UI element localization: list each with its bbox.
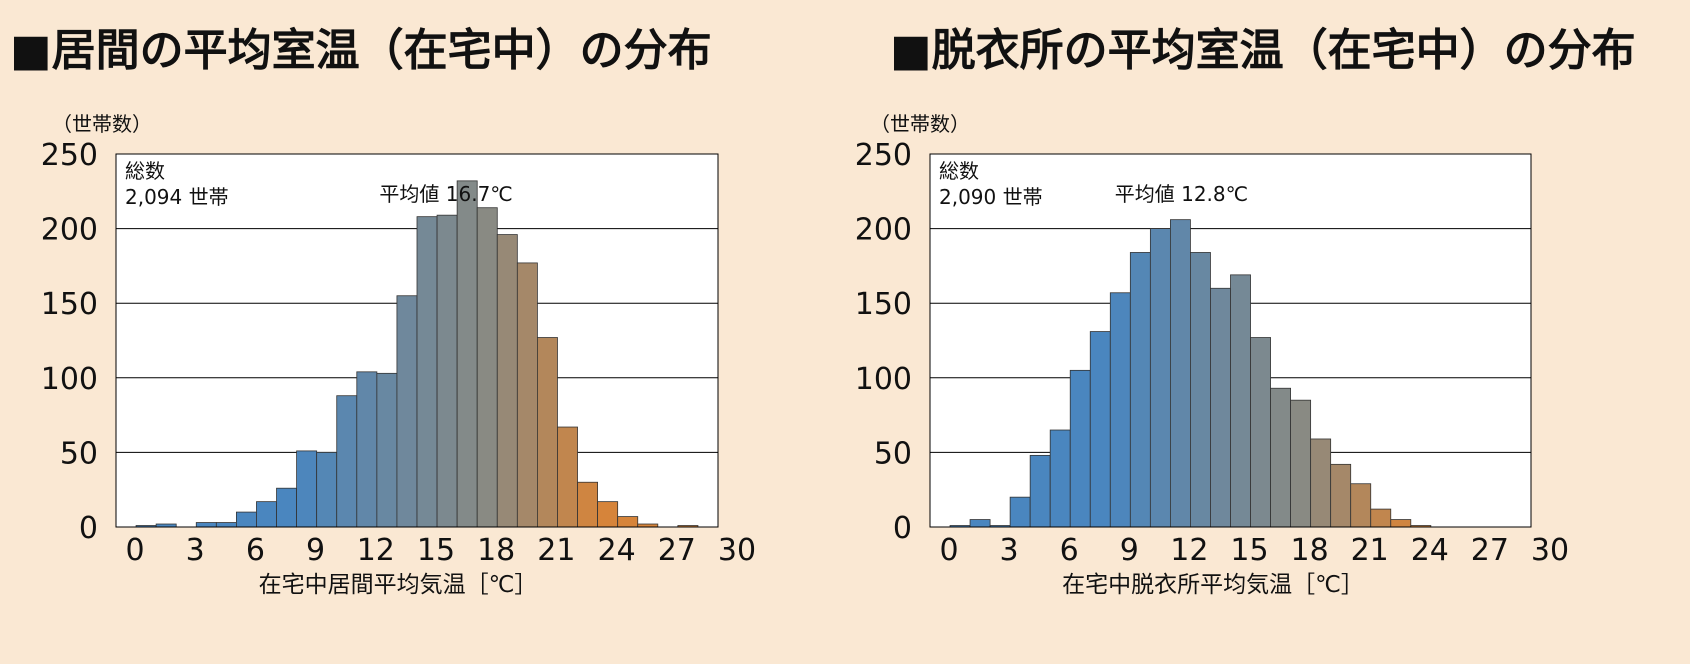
x-tick-label: 9 [1120, 533, 1139, 568]
histogram-bar [1049, 429, 1071, 528]
histogram-bar [1270, 387, 1292, 528]
histogram-bar [969, 519, 991, 528]
dressing-room-histogram: 0 50 100 150 200 250 0 3 6 9 12 15 18 21 24 27 30 （世帯数） 在宅… [855, 112, 1569, 598]
histogram-bar [1250, 337, 1271, 528]
dressing-room-chart-title: ■脱衣所の平均室温（在宅中）の分布 [890, 25, 1636, 76]
total-label: 総数 [939, 159, 979, 183]
x-tick-label: 6 [246, 533, 265, 568]
x-tick-label: 9 [306, 533, 325, 568]
mean-label: 平均値 16.7℃ [379, 182, 512, 206]
histogram-bar [376, 372, 398, 528]
living-room-panel: ■居間の平均室温（在宅中）の分布 0 50 100 150 200 250 0 3 6 9 12 15… [10, 25, 756, 598]
x-tick-label: 27 [1471, 533, 1509, 568]
x-tick-label: 12 [357, 533, 395, 568]
histogram-bar [336, 395, 358, 528]
y-tick-label: 0 [79, 511, 98, 546]
histogram-bar [356, 371, 378, 528]
x-axis-label: 在宅中脱衣所平均気温［℃］ [1062, 572, 1364, 598]
histogram-bar [1169, 219, 1191, 528]
y-tick-label: 0 [893, 511, 912, 546]
bars [135, 180, 699, 528]
histogram-bar [1330, 463, 1352, 528]
y-tick-label: 150 [41, 287, 98, 322]
histogram-bar [1210, 287, 1231, 528]
histogram-bar [597, 501, 619, 528]
histogram-bar [537, 337, 558, 528]
histogram-bar [195, 522, 217, 528]
x-tick-label: 30 [1531, 533, 1569, 568]
histogram-bar [436, 214, 458, 528]
x-tick-label: 24 [1411, 533, 1449, 568]
histogram-bar [396, 295, 418, 528]
x-tick-label: 12 [1170, 533, 1208, 568]
mean-label: 平均値 12.8℃ [1115, 182, 1248, 206]
x-tick-label: 15 [1230, 533, 1268, 568]
histogram-bar [296, 450, 318, 528]
x-tick-label: 21 [537, 533, 575, 568]
x-tick-label: 6 [1060, 533, 1079, 568]
y-tick-label: 50 [60, 436, 98, 471]
x-tick-label: 18 [1291, 533, 1329, 568]
x-tick-label: 0 [939, 533, 958, 568]
histogram-bar [215, 522, 237, 528]
histogram-bar [516, 262, 538, 528]
x-tick-label: 3 [1000, 533, 1019, 568]
histogram-bar [1009, 496, 1031, 528]
x-tick-label: 15 [417, 533, 455, 568]
histogram-bar [1390, 519, 1412, 528]
y-tick-label: 250 [41, 138, 98, 173]
y-axis-label: （世帯数） [870, 112, 970, 136]
histogram-bar [557, 426, 578, 528]
x-tick-label: 3 [186, 533, 205, 568]
y-tick-label: 250 [855, 138, 912, 173]
histogram-bar [496, 234, 518, 528]
y-tick-label: 200 [41, 213, 98, 248]
histogram-bar [1310, 438, 1332, 528]
histogram-bar [1069, 369, 1091, 528]
histogram-bar [1370, 508, 1392, 528]
y-tick-label: 150 [855, 287, 912, 322]
histogram-bar [1109, 292, 1131, 528]
histogram-bar [1029, 454, 1051, 528]
histogram-bar [276, 487, 297, 528]
x-tick-label: 30 [718, 533, 756, 568]
histogram-bar [1190, 252, 1211, 528]
histogram-bar [577, 481, 598, 528]
histogram-bar [617, 516, 639, 528]
histogram-bar [476, 207, 498, 528]
total-value: 2,094 世帯 [125, 185, 229, 209]
histogram-bar [416, 216, 438, 528]
histogram-bar [1149, 228, 1171, 528]
living-room-histogram: 0 50 100 150 200 250 0 3 6 9 12 15 18 21 24 27 30 （世帯数） 在宅… [41, 112, 756, 598]
histogram-bar [1129, 252, 1151, 528]
x-tick-label: 27 [658, 533, 696, 568]
x-tick-label: 0 [125, 533, 144, 568]
x-tick-label: 18 [477, 533, 515, 568]
histogram-bar [256, 501, 277, 528]
histogram-bar [1290, 399, 1312, 528]
y-axis-label: （世帯数） [52, 112, 152, 136]
histogram-bar [1230, 274, 1251, 528]
histogram-bar [316, 451, 338, 528]
y-tick-label: 50 [874, 436, 912, 471]
total-label: 総数 [125, 159, 165, 183]
x-axis-label: 在宅中居間平均気温［℃］ [259, 572, 538, 598]
y-tick-label: 200 [855, 213, 912, 248]
histogram-bar [1350, 483, 1372, 528]
x-tick-label: 21 [1351, 533, 1389, 568]
y-tick-label: 100 [41, 362, 98, 397]
histogram-bar [456, 180, 478, 528]
x-tick-label: 24 [598, 533, 636, 568]
total-value: 2,090 世帯 [939, 185, 1043, 209]
plot-frame [115, 153, 719, 528]
histogram-bar [1089, 331, 1111, 528]
dressing-room-panel: ■脱衣所の平均室温（在宅中）の分布 0 50 100 150 200 250 0 3 6 9 12 1… [845, 0, 1690, 664]
histogram-bar [235, 511, 257, 528]
plot-frame [929, 153, 1532, 528]
y-tick-label: 100 [855, 362, 912, 397]
living-room-chart-title: ■居間の平均室温（在宅中）の分布 [10, 25, 712, 76]
